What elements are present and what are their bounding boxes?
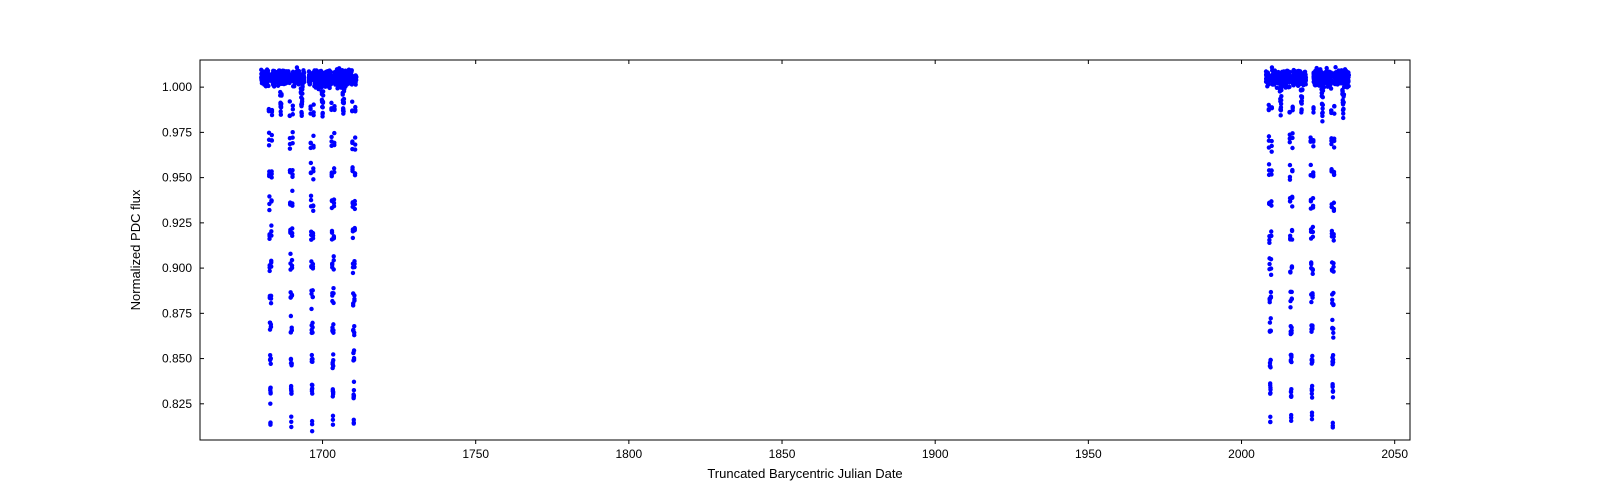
x-tick-label: 1950 [1075,447,1102,461]
lightcurve-chart: 1700 1750 1800 1850 1900 1950 2000 2050 0.825 0.8… [0,0,1600,500]
y-tick-label: 0.850 [162,352,192,366]
x-tick-label: 1750 [462,447,489,461]
x-tick-label: 1800 [616,447,643,461]
y-tick-label: 0.825 [162,397,192,411]
y-axis-label: Normalized PDC flux [128,189,143,310]
x-tick-label: 1700 [309,447,336,461]
x-tick-label: 1850 [769,447,796,461]
y-tick-label: 0.925 [162,216,192,230]
y-tick-label: 0.900 [162,261,192,275]
x-tick-label: 2050 [1381,447,1408,461]
y-tick-label: 0.950 [162,171,192,185]
y-tick-label: 1.000 [162,80,192,94]
y-tick-label: 0.875 [162,306,192,320]
x-axis-label: Truncated Barycentric Julian Date [707,466,902,481]
x-tick-label: 2000 [1228,447,1255,461]
x-tick-label: 1900 [922,447,949,461]
y-tick-label: 0.975 [162,125,192,139]
chart-svg: 1700 1750 1800 1850 1900 1950 2000 2050 0.825 0.8… [0,0,1600,500]
